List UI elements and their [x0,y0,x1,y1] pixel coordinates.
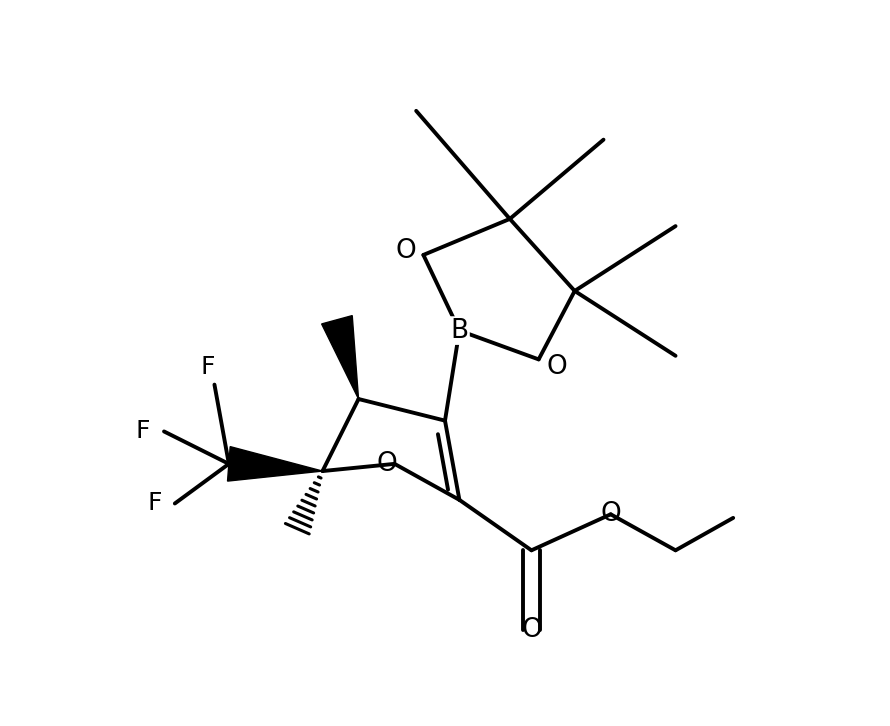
Text: F: F [148,492,162,515]
Text: O: O [546,354,567,380]
Text: O: O [377,451,398,477]
Text: F: F [135,420,150,444]
Text: O: O [521,616,542,643]
Polygon shape [228,446,322,481]
Text: O: O [395,238,416,264]
Polygon shape [321,316,359,399]
Text: B: B [450,317,468,343]
Text: O: O [601,501,621,527]
Text: F: F [200,354,214,378]
